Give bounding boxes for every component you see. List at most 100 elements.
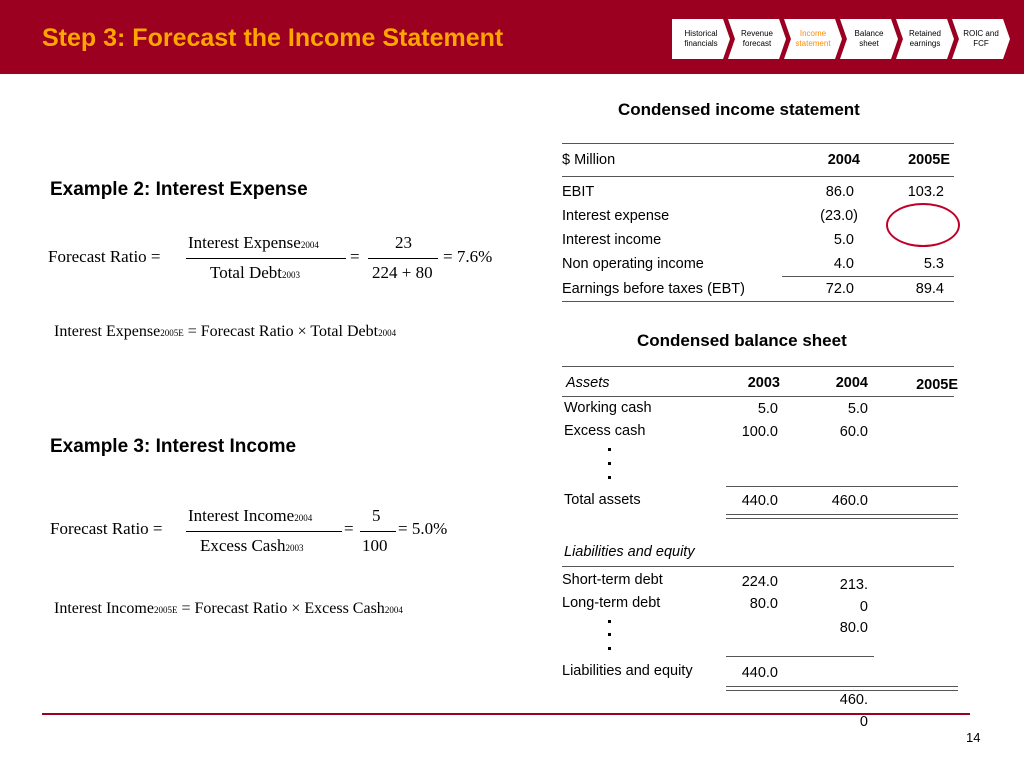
example3-formula: Interest Income2005E = Forecast Ratio × … xyxy=(54,600,403,617)
header-bar: Step 3: Forecast the Income Statement Hi… xyxy=(0,0,1024,74)
total-assets-double-rule xyxy=(726,514,958,515)
page-number: 14 xyxy=(966,730,981,745)
working-cash-label: Working cash xyxy=(564,400,652,416)
balance-col-2003: 2003 xyxy=(747,375,780,391)
ellipsis-dot xyxy=(608,620,611,623)
step-label: Balance sheet xyxy=(854,29,884,48)
liabilities-subtotal-rule xyxy=(726,656,874,657)
income-row-2004: 72.0 xyxy=(825,281,854,297)
balance-col-2004: 2004 xyxy=(835,375,868,391)
example3-value-fraction-line xyxy=(360,531,396,532)
example3-fraction-line xyxy=(186,531,342,532)
example3-numerator-label: Interest Income2004 xyxy=(188,506,313,525)
example2-result: = 7.6% xyxy=(443,247,493,266)
income-col-2005e: 2005E xyxy=(908,152,950,168)
balance-top-rule xyxy=(562,366,954,367)
total-liabilities-2003: 440.0 xyxy=(741,665,778,681)
step-revenue-forecast: Revenue forecast xyxy=(728,19,786,59)
income-row-2004: 86.0 xyxy=(825,184,854,200)
total-liabilities-label: Liabilities and equity xyxy=(562,663,693,679)
assets-subtotal-rule xyxy=(726,486,958,487)
income-row-2005e: 5.3 xyxy=(923,256,944,272)
long-term-debt-2003: 80.0 xyxy=(749,596,778,612)
short-term-debt-2003: 224.0 xyxy=(741,574,778,590)
balance-header-rule xyxy=(562,396,954,397)
example2-equals: = xyxy=(350,247,360,266)
liabilities-header-rule xyxy=(562,566,954,567)
income-header-rule xyxy=(562,176,954,177)
ellipsis-dot xyxy=(608,647,611,650)
step-roic-fcf: ROIC and FCF xyxy=(952,19,1010,59)
ellipsis-dot xyxy=(608,633,611,636)
income-row-label: Non operating income xyxy=(562,256,704,272)
step-historical-financials: Historical financials xyxy=(672,19,730,59)
liabilities-label: Liabilities and equity xyxy=(564,544,695,560)
income-row-label: EBIT xyxy=(562,184,595,200)
total-assets-label: Total assets xyxy=(564,492,641,508)
balance-col-2005e: 2005E xyxy=(916,377,958,393)
excess-cash-2004: 60.0 xyxy=(839,424,868,440)
total-assets-double-rule xyxy=(726,518,958,519)
example2-value-fraction-line xyxy=(368,258,438,259)
ellipsis-dot xyxy=(608,476,611,479)
working-cash-2003: 5.0 xyxy=(757,401,778,417)
income-statement-title: Condensed income statement xyxy=(618,100,860,119)
total-liabilities-double-rule xyxy=(726,686,958,687)
income-row-2004: 4.0 xyxy=(833,256,854,272)
example2-denominator-value: 224 + 80 xyxy=(372,263,433,282)
step-label: Retained earnings xyxy=(908,29,942,48)
long-term-debt-2004: 80.0 xyxy=(839,620,868,636)
slide-title: Step 3: Forecast the Income Statement xyxy=(42,24,504,52)
total-liabilities-2004: 460. 0 xyxy=(839,692,868,730)
process-steps: Historical financials Revenue forecast I… xyxy=(672,19,1010,59)
footer-rule xyxy=(42,713,970,715)
example3-denominator-label: Excess Cash2003 xyxy=(200,536,304,555)
income-row-label: Interest expense xyxy=(562,208,670,224)
step-label: Income statement xyxy=(795,29,831,48)
step-retained-earnings: Retained earnings xyxy=(896,19,954,59)
example2-denominator-label: Total Debt2003 xyxy=(210,263,300,282)
example3-denominator-value: 100 xyxy=(362,536,388,555)
total-assets-2003: 440.0 xyxy=(741,493,778,509)
short-term-debt-label: Short-term debt xyxy=(562,572,663,588)
example3-numerator-value: 5 xyxy=(372,506,381,525)
income-row-2004: 5.0 xyxy=(833,232,854,248)
step-label: Historical financials xyxy=(684,29,718,48)
income-subtotal-rule xyxy=(782,276,954,277)
balance-sheet-title: Condensed balance sheet xyxy=(637,331,847,350)
income-col-2004: 2004 xyxy=(827,152,860,168)
income-row-2004: (23.0) xyxy=(820,208,858,224)
total-assets-2004: 460.0 xyxy=(831,493,868,509)
example3-ratio-label: Forecast Ratio = xyxy=(50,519,163,538)
excess-cash-2003: 100.0 xyxy=(741,424,778,440)
step-label: Revenue forecast xyxy=(740,29,774,48)
income-row-label: Earnings before taxes (EBT) xyxy=(562,281,745,297)
income-row-2005e: 103.2 xyxy=(907,184,944,200)
step-income-statement: Income statement xyxy=(784,19,842,59)
long-term-debt-label: Long-term debt xyxy=(562,595,661,611)
total-liabilities-double-rule xyxy=(726,690,958,691)
ellipsis-dot xyxy=(608,462,611,465)
example2-heading: Example 2: Interest Expense xyxy=(50,179,308,200)
ellipsis-dot xyxy=(608,448,611,451)
highlight-circle xyxy=(886,203,960,247)
example3-result: = 5.0% xyxy=(398,519,448,538)
income-bottom-rule xyxy=(562,301,954,302)
assets-label: Assets xyxy=(566,375,610,391)
example3-equals: = xyxy=(344,519,354,538)
example2-formula: Interest Expense2005E = Forecast Ratio ×… xyxy=(54,323,397,340)
example2-ratio-label: Forecast Ratio = xyxy=(48,247,161,266)
short-term-debt-2004: 213. 0 xyxy=(839,577,868,615)
example2-numerator-label: Interest Expense2004 xyxy=(188,233,319,252)
excess-cash-label: Excess cash xyxy=(564,423,646,439)
income-unit-label: $ Million xyxy=(562,152,616,168)
income-row-2005e: 89.4 xyxy=(915,281,944,297)
step-balance-sheet: Balance sheet xyxy=(840,19,898,59)
example2-fraction-line xyxy=(186,258,346,259)
income-row-label: Interest income xyxy=(562,232,662,248)
example2-numerator-value: 23 xyxy=(395,233,412,252)
step-label: ROIC and FCF xyxy=(963,29,999,48)
working-cash-2004: 5.0 xyxy=(847,401,868,417)
income-top-rule xyxy=(562,143,954,144)
example3-heading: Example 3: Interest Income xyxy=(50,436,297,457)
